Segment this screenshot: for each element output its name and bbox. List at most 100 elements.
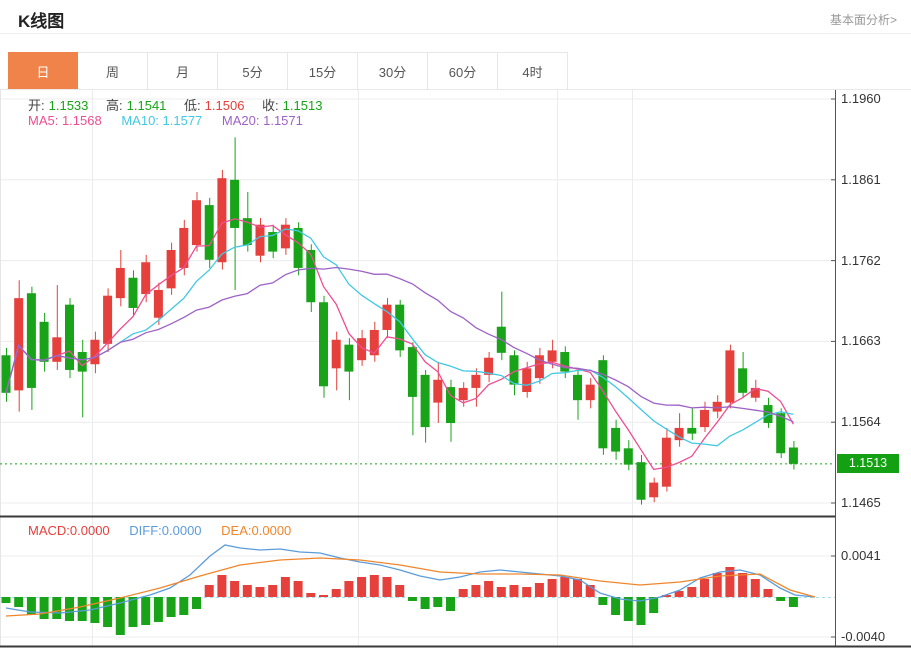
low-value: 1.1506	[204, 98, 245, 113]
candle-body	[166, 249, 176, 289]
candle-body	[700, 409, 709, 428]
candle-body	[484, 357, 494, 375]
price-tick-label: 1.1861	[841, 171, 881, 187]
macd-hist-bar	[458, 589, 468, 597]
candle-body	[115, 267, 125, 299]
macd-hist-bar	[14, 597, 24, 607]
macd-hist-bar	[573, 579, 582, 597]
candle-body	[763, 405, 773, 424]
chart-canvas	[0, 90, 911, 648]
candle-body	[407, 347, 417, 397]
macd-hist-bar	[522, 587, 532, 597]
macd-hist-bar	[738, 573, 748, 597]
tab-month[interactable]: 月	[148, 52, 218, 90]
macd-hist-bar	[560, 577, 570, 597]
kline-chart[interactable]: 开: 1.1533 高: 1.1541 低: 1.1506 收: 1.1513 MA5:…	[0, 90, 911, 648]
macd-hist-bar	[52, 597, 62, 619]
macd-hist-bar	[306, 593, 316, 597]
candle-body	[357, 338, 367, 361]
macd-hist-bar	[433, 597, 443, 607]
high-value: 1.1541	[126, 98, 167, 113]
ma-legend: MA5: 1.1568 MA10: 1.1577 MA20: 1.1571	[28, 113, 319, 128]
macd-hist-bar	[26, 597, 36, 615]
macd-value: MACD:0.0000	[28, 523, 110, 538]
macd-hist-bar	[776, 597, 786, 601]
candle-body	[204, 205, 214, 260]
macd-hist-bar	[750, 579, 760, 597]
current-price-badge: 1.1513	[837, 454, 899, 474]
macd-hist-bar	[725, 567, 735, 597]
macd-hist-bar	[700, 579, 709, 597]
macd-hist-bar	[242, 585, 252, 597]
candle-body	[420, 374, 430, 428]
macd-hist-bar	[471, 585, 481, 597]
macd-hist-bar	[153, 597, 163, 622]
macd-hist-bar	[623, 597, 633, 621]
title-divider	[0, 33, 911, 34]
price-tick-label: 1.1762	[841, 252, 881, 268]
dea-value: DEA:0.0000	[221, 523, 292, 538]
candle-body	[153, 289, 163, 318]
macd-hist-bar	[319, 595, 328, 597]
macd-hist-bar	[90, 597, 100, 623]
macd-hist-bar	[763, 589, 773, 597]
candle-body	[522, 368, 532, 393]
candle-body	[319, 302, 328, 387]
tab-5min[interactable]: 5分	[218, 52, 288, 90]
candle-body	[65, 304, 74, 370]
ohlc-legend: 开: 1.1533 高: 1.1541 低: 1.1506 收: 1.1513	[28, 95, 326, 114]
macd-hist-bar	[357, 577, 367, 597]
tab-week[interactable]: 周	[78, 52, 148, 90]
macd-hist-bar	[204, 585, 214, 597]
candle-body	[649, 482, 659, 498]
macd-hist-bar	[598, 597, 608, 605]
candle-body	[52, 337, 62, 362]
candle-body	[750, 387, 760, 398]
open-label: 开:	[28, 98, 45, 113]
macd-hist-bar	[293, 581, 303, 597]
price-tick-label: 1.1960	[841, 91, 881, 106]
candle-body	[128, 277, 138, 308]
close-value: 1.1513	[282, 98, 323, 113]
macd-tick-label: -0.0040	[841, 629, 886, 644]
tab-30min[interactable]: 30分	[358, 52, 428, 90]
macd-hist-bar	[496, 587, 506, 597]
macd-hist-bar	[179, 597, 189, 615]
candle-body	[534, 355, 544, 379]
ma10-line	[5, 228, 794, 447]
low-label: 低:	[184, 98, 201, 113]
macd-hist-bar	[331, 589, 341, 597]
candle-body	[280, 224, 290, 249]
macd-hist-bar	[547, 579, 557, 597]
candle-body	[179, 227, 189, 268]
macd-hist-bar	[230, 581, 240, 597]
fundamental-analysis-link[interactable]: 基本面分析>	[829, 13, 897, 27]
candle-body	[14, 298, 24, 391]
macd-hist-bar	[484, 581, 494, 597]
candle-body	[509, 355, 519, 385]
ma20-line	[5, 266, 794, 423]
candle-body	[344, 344, 354, 372]
macd-hist-bar	[649, 597, 659, 613]
macd-hist-bar	[128, 597, 138, 627]
macd-hist-bar	[674, 591, 684, 597]
tab-4hour[interactable]: 4时	[498, 52, 568, 90]
macd-hist-bar	[661, 595, 671, 597]
macd-hist-bar	[611, 597, 621, 615]
candle-body	[39, 321, 49, 362]
macd-tick-label: 0.0041	[841, 548, 881, 563]
tab-60min[interactable]: 60分	[428, 52, 498, 90]
macd-hist-bar	[217, 575, 227, 597]
tab-15min[interactable]: 15分	[288, 52, 358, 90]
macd-hist-bar	[77, 597, 87, 621]
tab-day[interactable]: 日	[8, 52, 78, 90]
macd-hist-bar	[103, 597, 113, 627]
macd-hist-bar	[788, 597, 798, 607]
candle-body	[661, 437, 671, 487]
candle-body	[293, 227, 303, 268]
macd-hist-bar	[585, 585, 595, 597]
candle-body	[573, 374, 582, 401]
candle-body	[598, 360, 608, 449]
candle-body	[674, 427, 684, 441]
